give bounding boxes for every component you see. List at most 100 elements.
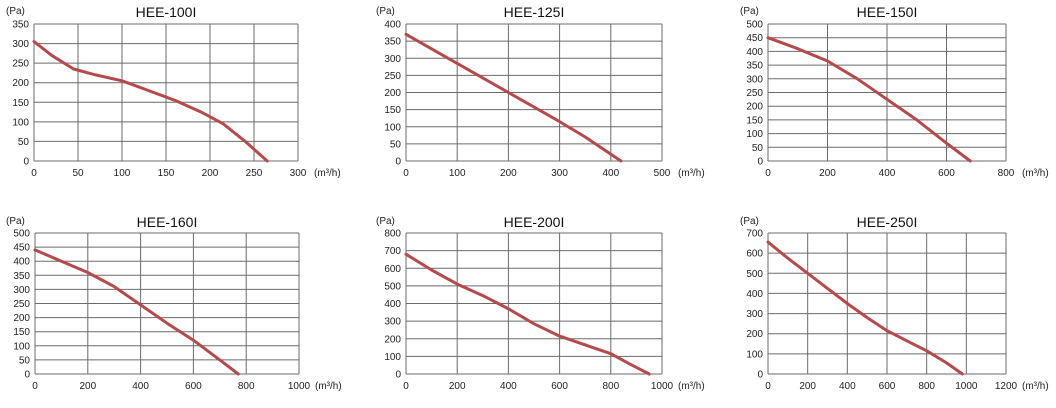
- x-tick-label: 400: [602, 168, 619, 179]
- x-tick-label: 300: [290, 168, 307, 179]
- x-tick-label: 600: [185, 381, 202, 392]
- chart-title: HEE-250I: [857, 214, 918, 230]
- y-tick-label: 300: [746, 74, 763, 85]
- y-tick-label: 450: [13, 243, 30, 254]
- y-tick-label: 400: [746, 289, 763, 300]
- x-axis-label: (m³/h): [1022, 381, 1049, 392]
- y-tick-label: 300: [12, 39, 29, 50]
- x-tick-label: 800: [918, 381, 935, 392]
- y-tick-label: 50: [19, 355, 31, 366]
- x-tick-label: 400: [879, 168, 896, 179]
- y-axis-label: (Pa): [740, 6, 759, 17]
- y-tick-label: 100: [384, 352, 401, 363]
- y-tick-label: 100: [746, 129, 763, 140]
- x-tick-label: 400: [132, 381, 149, 392]
- y-tick-label: 450: [746, 33, 763, 44]
- y-tick-label: 350: [12, 20, 29, 31]
- y-tick-label: 500: [13, 229, 30, 240]
- chart-title: HEE-200I: [504, 214, 565, 230]
- y-tick-label: 400: [384, 20, 401, 31]
- y-tick-label: 0: [757, 157, 763, 168]
- x-tick-label: 800: [998, 168, 1015, 179]
- x-tick-label: 150: [158, 168, 175, 179]
- y-tick-label: 100: [384, 122, 401, 133]
- y-tick-label: 100: [746, 349, 763, 360]
- x-tick-label: 200: [500, 168, 517, 179]
- y-tick-label: 600: [384, 264, 401, 275]
- x-tick-label: 1000: [955, 381, 978, 392]
- x-tick-label: 800: [602, 381, 619, 392]
- series-line: [766, 36, 972, 163]
- x-tick-label: 0: [403, 381, 409, 392]
- x-tick-label: 200: [79, 381, 96, 392]
- y-tick-label: 500: [746, 269, 763, 280]
- y-tick-label: 0: [395, 370, 401, 381]
- x-axis-label: (m³/h): [314, 168, 341, 179]
- y-tick-label: 400: [746, 47, 763, 58]
- x-tick-label: 0: [765, 381, 771, 392]
- x-tick-label: 200: [202, 168, 219, 179]
- y-tick-label: 150: [384, 105, 401, 116]
- y-tick-label: 300: [384, 54, 401, 65]
- y-tick-label: 600: [746, 249, 763, 260]
- chart-5: HEE-200I (Pa) 0 100 200 300 400 500 600 700 800 0 20…: [376, 214, 705, 392]
- y-tick-label: 200: [384, 334, 401, 345]
- y-tick-label: 300: [746, 309, 763, 320]
- x-tick-label: 1000: [288, 381, 311, 392]
- x-tick-label: 1200: [995, 381, 1018, 392]
- y-tick-label: 350: [384, 37, 401, 48]
- y-tick-label: 400: [384, 299, 401, 310]
- y-tick-label: 200: [746, 102, 763, 113]
- y-tick-label: 200: [12, 78, 29, 89]
- y-tick-label: 50: [752, 143, 764, 154]
- y-tick-label: 400: [13, 257, 30, 268]
- y-tick-label: 350: [13, 271, 30, 282]
- chart-title: HEE-160I: [137, 214, 198, 230]
- y-tick-label: 200: [13, 313, 30, 324]
- y-tick-label: 250: [13, 299, 30, 310]
- x-tick-label: 400: [839, 381, 856, 392]
- y-tick-label: 500: [384, 281, 401, 292]
- x-axis-label: (m³/h): [315, 381, 342, 392]
- series-line: [33, 248, 240, 376]
- chart-title: HEE-150I: [857, 4, 918, 20]
- y-tick-label: 0: [24, 370, 30, 381]
- x-tick-label: 250: [246, 168, 263, 179]
- x-tick-label: 0: [32, 381, 38, 392]
- y-tick-label: 250: [384, 71, 401, 82]
- chart-1: HEE-100I (Pa) 0 50 100 150 200 250 300 350 0 50 100 1…: [6, 4, 341, 179]
- y-tick-label: 50: [18, 137, 30, 148]
- x-tick-label: 400: [500, 381, 517, 392]
- y-tick-label: 300: [384, 317, 401, 328]
- series-line: [404, 252, 651, 376]
- y-tick-label: 100: [13, 341, 30, 352]
- y-tick-label: 150: [12, 98, 29, 109]
- y-axis-label: (Pa): [740, 216, 759, 227]
- chart-6: HEE-250I (Pa) 0 100 200 300 400 500 600 700 0 200 40…: [740, 214, 1049, 392]
- chart-title: HEE-125I: [504, 4, 565, 20]
- chart-4: HEE-160I (Pa) 0 50 100 150 200 250 300 350 400 450 5…: [6, 214, 342, 392]
- y-tick-label: 250: [746, 88, 763, 99]
- y-tick-label: 50: [390, 139, 402, 150]
- x-axis-label: (m³/h): [678, 168, 705, 179]
- x-tick-label: 1000: [651, 381, 674, 392]
- chart-title: HEE-100I: [136, 4, 197, 20]
- y-tick-label: 300: [13, 285, 30, 296]
- x-tick-label: 0: [31, 168, 37, 179]
- chart-3: HEE-150I (Pa) 0 50 100 150 200 250 300 350 400 450 5…: [740, 4, 1049, 179]
- y-tick-label: 200: [384, 88, 401, 99]
- x-axis-label: (m³/h): [678, 381, 705, 392]
- x-tick-label: 500: [654, 168, 671, 179]
- y-tick-label: 250: [12, 59, 29, 70]
- y-tick-label: 100: [12, 117, 29, 128]
- x-tick-label: 200: [819, 168, 836, 179]
- x-tick-label: 0: [765, 168, 771, 179]
- y-tick-label: 0: [23, 157, 29, 168]
- series-line: [32, 40, 269, 163]
- series-line: [404, 32, 623, 163]
- y-axis-label: (Pa): [6, 6, 25, 17]
- x-tick-label: 600: [938, 168, 955, 179]
- x-tick-label: 800: [238, 381, 255, 392]
- x-tick-label: 200: [449, 381, 466, 392]
